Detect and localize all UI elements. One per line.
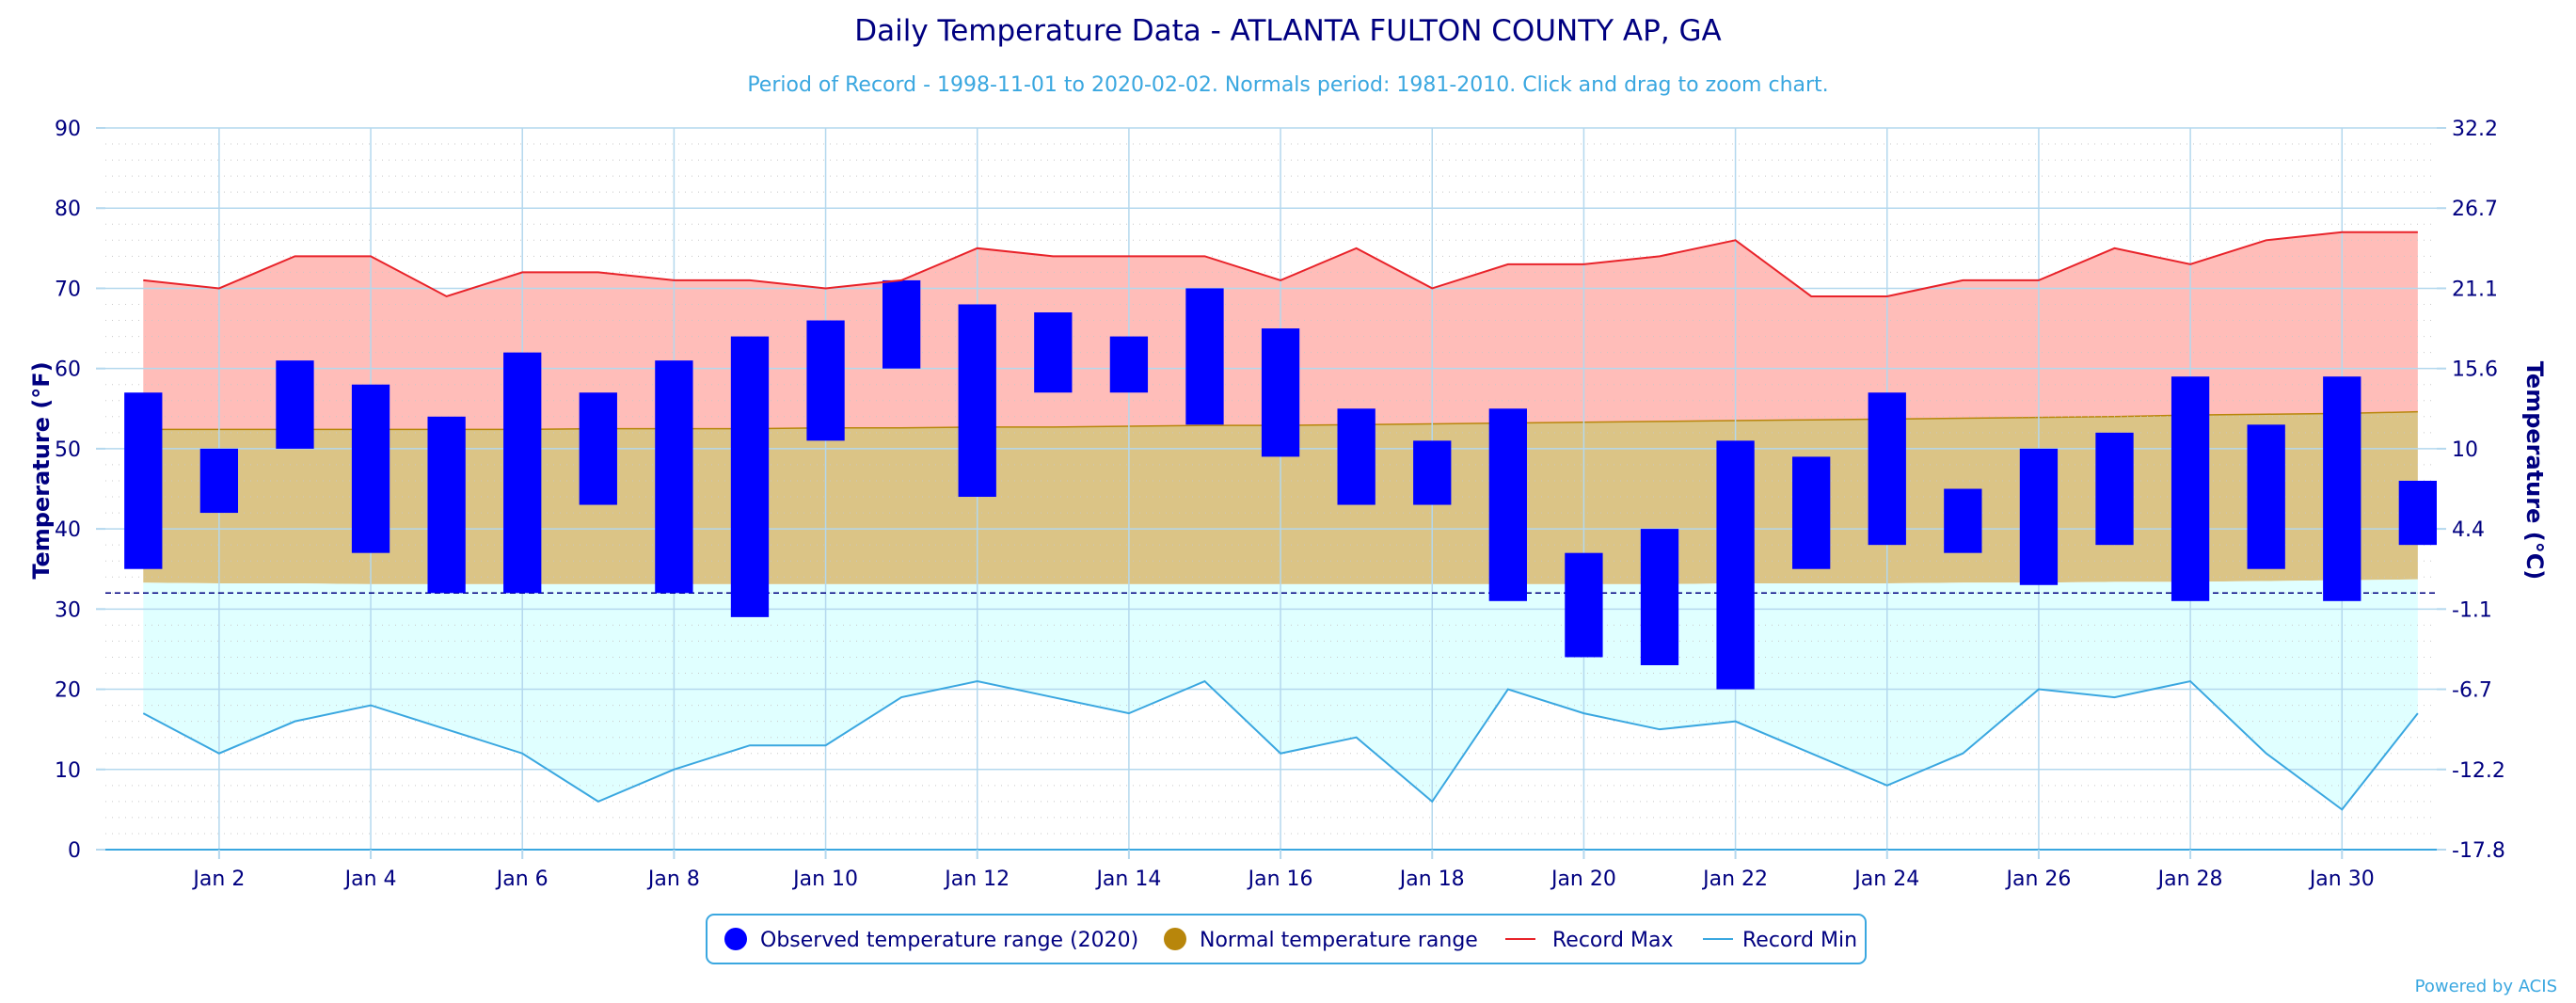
observed-bar <box>1792 456 1831 569</box>
legend-symbol-observed <box>724 928 747 950</box>
y2-tick-label: -6.7 <box>2452 679 2492 703</box>
record-max-line <box>143 231 2418 298</box>
x-tick-label: Jan 6 <box>495 868 549 891</box>
legend-item-record-min[interactable]: Record Min <box>1703 929 1857 952</box>
chart-subtitle: Period of Record - 1998-11-01 to 2020-02… <box>747 73 1828 97</box>
x-tick-label: Jan 22 <box>1701 868 1768 891</box>
axes <box>96 127 2446 859</box>
observed-bar <box>1716 440 1755 690</box>
x-tick-label: Jan 10 <box>791 868 858 891</box>
observed-bar <box>1944 488 1982 553</box>
y2-tick-label: 10 <box>2452 438 2478 462</box>
observed-bar <box>958 304 996 498</box>
observed-bar <box>1185 288 1224 425</box>
legend-symbol-normal <box>1164 928 1186 950</box>
observed-bar <box>1109 336 1149 393</box>
legend-item-observed[interactable]: Observed temperature range (2020) <box>724 928 1138 952</box>
observed-bar <box>2019 448 2059 585</box>
y2-tick-label: 4.4 <box>2452 518 2485 542</box>
observed-bars <box>124 279 2437 690</box>
observed-bar <box>806 320 845 441</box>
x-tick-label: Jan 8 <box>646 868 700 891</box>
observed-bar <box>1337 408 1375 505</box>
y-tick-label: 10 <box>55 759 81 783</box>
observed-bar <box>1261 328 1300 457</box>
observed-bar <box>655 360 693 594</box>
observed-bar <box>427 416 466 594</box>
x-tick-label: Jan 12 <box>943 868 1010 891</box>
observed-bar <box>1488 408 1527 601</box>
y-tick-label: 30 <box>55 598 81 622</box>
legend-label-observed: Observed temperature range (2020) <box>760 929 1138 952</box>
y-tick-label: 0 <box>68 839 81 863</box>
y2-tick-label: 15.6 <box>2452 358 2498 382</box>
observed-bar <box>730 336 770 617</box>
observed-bar <box>276 360 314 449</box>
observed-bar <box>883 279 921 369</box>
observed-bar <box>199 448 239 514</box>
record-lines <box>142 231 2419 811</box>
y-tick-label: 70 <box>55 278 81 301</box>
x-tick-label: Jan 14 <box>1094 868 1161 891</box>
y2-tick-label: -17.8 <box>2452 839 2505 863</box>
x-tick-label: Jan 30 <box>2308 868 2375 891</box>
observed-bar <box>1565 552 1603 658</box>
legend-label-record-max: Record Max <box>1552 929 1674 952</box>
y-axis-title-right: Temperature (°C) <box>2521 361 2548 581</box>
observed-bar <box>2247 424 2285 569</box>
legend-item-normal[interactable]: Normal temperature range <box>1164 928 1478 952</box>
observed-bar <box>124 392 163 569</box>
observed-bar <box>1640 529 1679 665</box>
y2-tick-label: 21.1 <box>2452 278 2498 301</box>
y-tick-label: 20 <box>55 679 81 703</box>
legend-item-record-max[interactable]: Record Max <box>1505 929 1674 952</box>
observed-bar <box>351 384 390 553</box>
observed-bar <box>2398 480 2437 546</box>
x-tick-label: Jan 2 <box>191 868 245 891</box>
observed-bar <box>2323 376 2361 601</box>
chart-title: Daily Temperature Data - ATLANTA FULTON … <box>854 14 1722 48</box>
observed-bar <box>2095 432 2134 546</box>
x-tick-label: Jan 18 <box>1398 868 1465 891</box>
x-tick-label: Jan 4 <box>343 868 397 891</box>
observed-bar <box>503 352 542 594</box>
y-tick-label: 80 <box>55 198 81 221</box>
observed-bar <box>1034 312 1073 393</box>
x-tick-label: Jan 26 <box>2004 868 2071 891</box>
y-axis-title-left: Temperature (°F) <box>28 361 55 579</box>
tick-labels: 0 10 20 30 40 50 60 70 80 90 -17.8 -12.2 -6.7 -1.1 4.4… <box>55 118 2505 891</box>
y-tick-label: 50 <box>55 438 81 462</box>
y2-tick-label: -1.1 <box>2452 598 2492 622</box>
x-tick-label: Jan 16 <box>1247 868 1313 891</box>
y-tick-label: 60 <box>55 358 81 382</box>
y-tick-label: 40 <box>55 518 81 542</box>
x-tick-label: Jan 20 <box>1550 868 1616 891</box>
credit-link[interactable]: Powered by ACIS <box>2415 977 2557 996</box>
legend-label-record-min: Record Min <box>1742 929 1857 952</box>
legend-label-normal: Normal temperature range <box>1200 929 1478 952</box>
record-min-line <box>142 679 2419 811</box>
y2-tick-label: 32.2 <box>2452 118 2498 141</box>
y2-tick-label: -12.2 <box>2452 759 2505 783</box>
legend[interactable]: Observed temperature range (2020) Normal… <box>706 914 1867 964</box>
x-tick-label: Jan 24 <box>1852 868 1919 891</box>
observed-bar <box>579 392 617 505</box>
x-tick-label: Jan 28 <box>2156 868 2223 891</box>
y2-tick-label: 26.7 <box>2452 198 2498 221</box>
legend-box <box>706 914 1867 964</box>
observed-bar <box>1868 392 1906 546</box>
observed-bar <box>2171 376 2210 601</box>
y-tick-label: 90 <box>55 118 81 141</box>
observed-bar <box>1413 440 1452 505</box>
